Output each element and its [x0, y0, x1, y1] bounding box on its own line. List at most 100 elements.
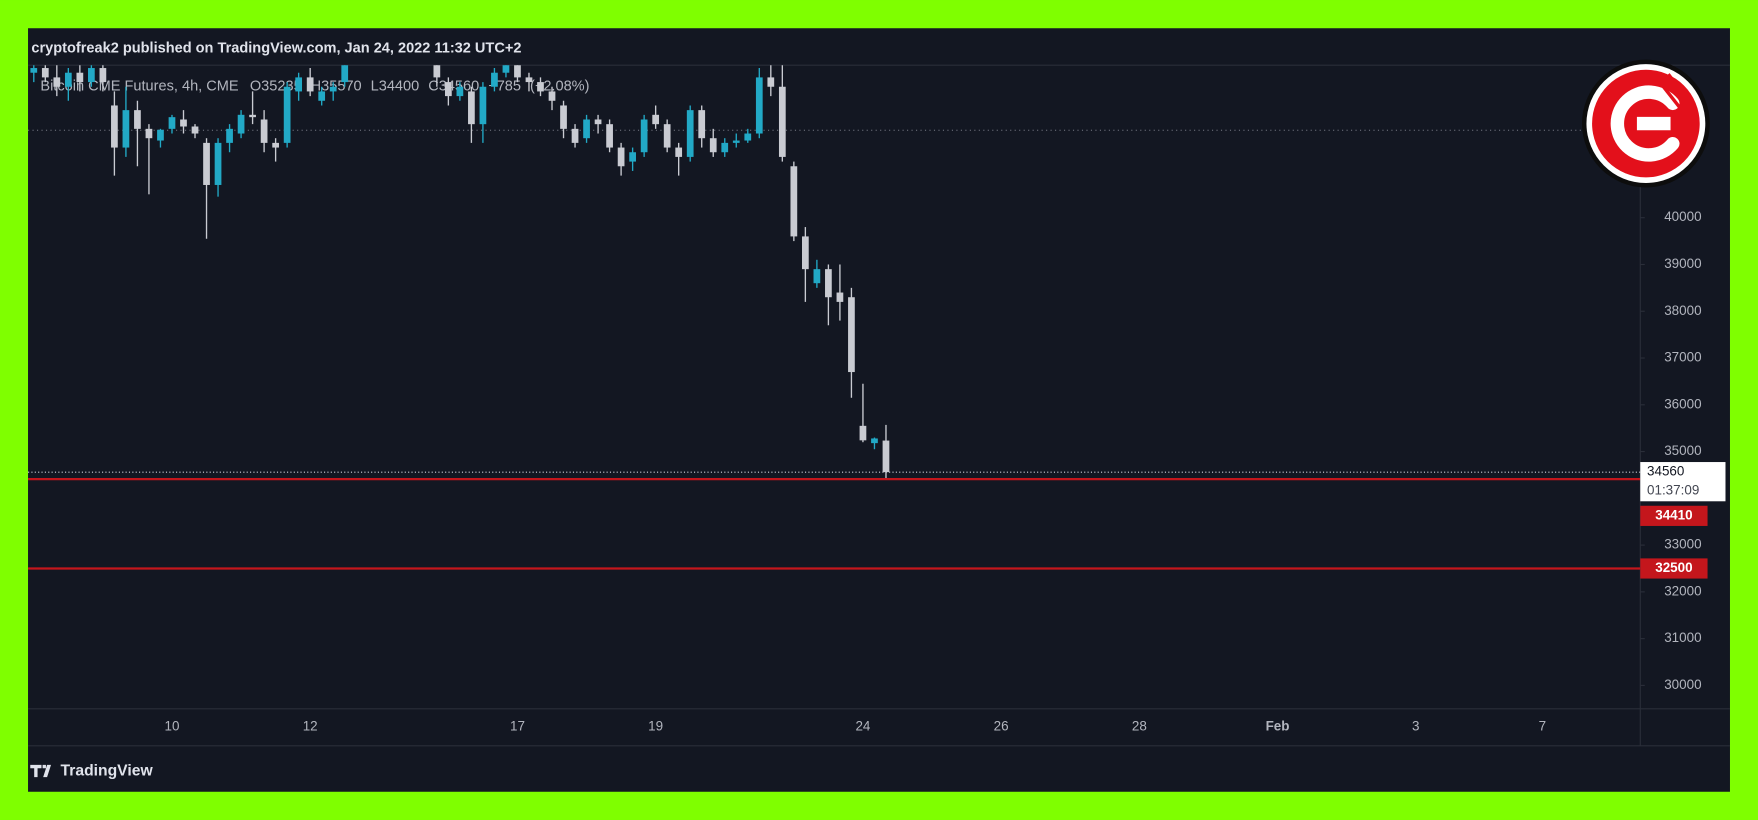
- horizontal-line-label: 32500: [1655, 560, 1692, 575]
- plot-area: [28, 65, 1641, 570]
- candle-body: [445, 82, 452, 97]
- candle-body: [663, 124, 671, 148]
- legend-value: H35570: [311, 78, 362, 94]
- time-axis: 10 12 17 19 24 26 28 Feb 3 7: [165, 718, 1547, 733]
- candle-body: [249, 114, 256, 118]
- y-tick-label: 32000: [1664, 583, 1701, 598]
- candle-body: [180, 119, 187, 127]
- y-tick-label: 40000: [1664, 209, 1701, 224]
- candle-body: [111, 105, 118, 148]
- candle-body: [318, 91, 326, 101]
- candle-body: [698, 110, 706, 139]
- candle-body: [76, 72, 84, 83]
- candle-body: [744, 133, 752, 141]
- y-tick-label: 39000: [1664, 256, 1701, 271]
- x-tick-label: 28: [1132, 718, 1147, 733]
- x-tick-label: 17: [510, 718, 525, 733]
- x-tick-label: 19: [648, 718, 663, 733]
- candle-body: [134, 110, 141, 129]
- candle-body: [283, 86, 291, 143]
- candle-body: [502, 65, 510, 73]
- candle-body: [871, 438, 878, 444]
- candle-body: [859, 425, 867, 441]
- candle-body: [709, 138, 717, 153]
- candle-body: [640, 119, 648, 153]
- candle-body: [617, 147, 625, 167]
- legend-value: (−2.08%): [530, 78, 590, 94]
- candle-body: [433, 65, 441, 78]
- tradingview-logo: TradingView: [30, 763, 153, 780]
- legend-value: O35235: [250, 78, 302, 94]
- candle-body: [583, 119, 590, 139]
- legend-symbol: Bitcoin CME Futures, 4h, CME: [40, 78, 239, 94]
- logo-c: [1610, 85, 1680, 162]
- candle-body: [755, 77, 763, 134]
- candle-body: [732, 140, 740, 143]
- y-tick-label: 31000: [1664, 630, 1701, 645]
- horizontal-line-box: [1640, 505, 1708, 526]
- candle-body: [479, 86, 487, 125]
- y-tick-label: 36000: [1664, 396, 1701, 411]
- candle-body: [203, 142, 210, 185]
- candle-body: [514, 65, 521, 78]
- candle-body: [721, 142, 729, 153]
- candle-body: [99, 68, 107, 83]
- x-tick-label: 24: [855, 718, 870, 733]
- candle-body: [882, 440, 890, 473]
- candle-body: [848, 297, 855, 373]
- logo-bar: [1636, 116, 1671, 131]
- candle-body: [237, 114, 245, 134]
- countdown-label: 01:37:09: [1647, 483, 1699, 498]
- candle-body: [548, 91, 556, 101]
- price-axis: 30000 31000 32000 33000 35000 36000 37000 38000…: [1640, 209, 1726, 692]
- x-tick-label: 3: [1412, 718, 1419, 733]
- candle-body: [260, 119, 268, 143]
- candle-body: [594, 119, 602, 125]
- x-tick-label: 26: [994, 718, 1009, 733]
- x-tick-label: 10: [165, 718, 180, 733]
- candle-body: [813, 269, 821, 284]
- candle-body: [306, 77, 314, 92]
- footer-text: TradingView: [61, 763, 154, 780]
- y-tick-label: 30000: [1664, 677, 1701, 692]
- candle-body: [329, 86, 337, 92]
- candle-body: [525, 77, 533, 83]
- logo-mark: [30, 764, 52, 778]
- last-price-box: [1640, 462, 1726, 502]
- candle-body: [801, 236, 809, 270]
- logo-stripes: [1655, 73, 1693, 112]
- candle-body: [468, 91, 475, 125]
- candle-body: [491, 72, 498, 87]
- candle-body: [560, 105, 567, 129]
- candle-body: [778, 86, 786, 157]
- horizontal-line-box: [1640, 558, 1708, 579]
- candle-body: [41, 68, 49, 78]
- y-tick-label: 35000: [1664, 443, 1701, 458]
- candle-body: [157, 129, 164, 141]
- x-tick-label: 7: [1539, 718, 1546, 733]
- candle-body: [53, 77, 61, 87]
- candle-body: [168, 117, 176, 129]
- y-tick-label: 38000: [1664, 303, 1701, 318]
- candle-body: [122, 110, 130, 148]
- candle-body: [629, 152, 636, 162]
- y-tick-label: 33000: [1664, 537, 1701, 552]
- candle-body: [214, 142, 222, 185]
- candle-body: [537, 82, 544, 92]
- candle-body: [675, 147, 683, 157]
- candle-body: [686, 110, 694, 157]
- candle-body: [341, 65, 349, 83]
- horizontal-line-label: 34410: [1655, 507, 1692, 522]
- candle-body: [226, 128, 233, 143]
- candle-body: [606, 124, 613, 148]
- candle-body: [652, 114, 660, 125]
- header-text: cryptofreak2 published on TradingView.co…: [31, 40, 521, 56]
- y-tick-label: 37000: [1664, 350, 1701, 365]
- candle-body: [825, 269, 832, 298]
- candle-body: [30, 68, 38, 73]
- x-tick-label: 12: [303, 718, 318, 733]
- candle-body: [571, 128, 579, 143]
- last-price-label: 34560: [1647, 464, 1684, 479]
